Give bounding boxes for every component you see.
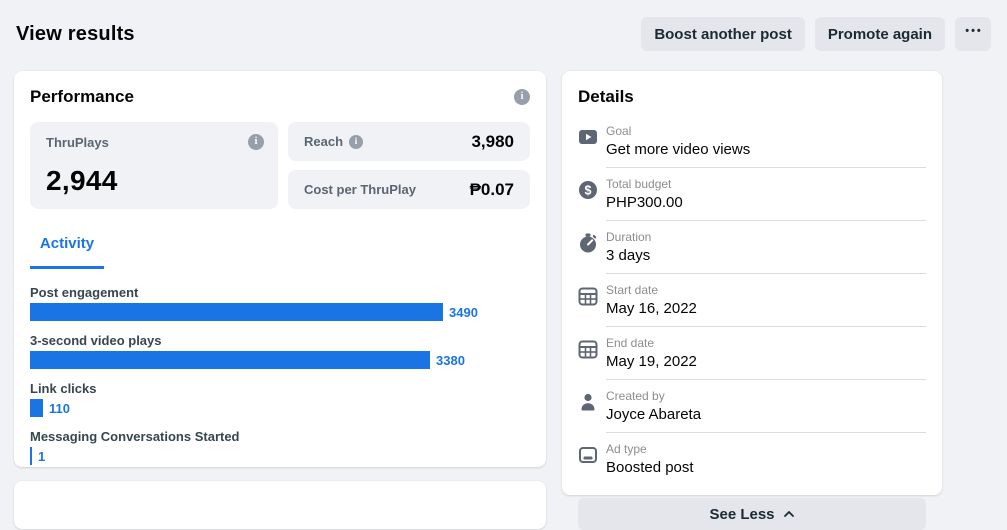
- detail-value: Boosted post: [606, 459, 694, 476]
- detail-label: Total budget: [606, 177, 672, 191]
- details-rows: Goal Get more video views Total budget P…: [578, 115, 926, 485]
- thruplays-info-icon[interactable]: i: [248, 134, 264, 150]
- cost-per-thruplay-tile: Cost per ThruPlay ₱0.07: [288, 170, 530, 209]
- activity-bar-value: 3380: [436, 352, 465, 368]
- activity-bar-value: 1: [38, 448, 46, 464]
- dollar-icon: [578, 180, 598, 200]
- detail-value: May 19, 2022: [606, 353, 697, 370]
- activity-bar-value: 3490: [449, 304, 478, 320]
- activity-bar: [30, 303, 443, 321]
- detail-row: Created by Joyce Abareta: [578, 380, 926, 433]
- activity-bar-value: 110: [49, 400, 70, 416]
- activity-bar-label: Messaging Conversations Started: [30, 429, 240, 444]
- detail-value: Get more video views: [606, 141, 751, 158]
- activity-bar: [30, 351, 430, 369]
- detail-value: Joyce Abareta: [606, 406, 702, 423]
- detail-value: 3 days: [606, 247, 651, 264]
- metric-tiles: ThruPlays i 2,944 Reach i 3,980 Cost per…: [30, 122, 530, 209]
- activity-bar: [30, 447, 32, 465]
- activity-bar-row: Messaging Conversations Started 1: [30, 429, 530, 465]
- reach-label: Reach: [304, 134, 344, 149]
- detail-value: May 16, 2022: [606, 300, 697, 317]
- more-options-button[interactable]: •••: [955, 17, 991, 51]
- reach-tile: Reach i 3,980: [288, 122, 530, 161]
- promote-again-button[interactable]: Promote again: [814, 17, 945, 51]
- detail-row: End date May 19, 2022: [578, 327, 926, 380]
- performance-info-icon[interactable]: i: [514, 89, 530, 105]
- calendar-icon: [578, 339, 598, 359]
- tab-activity[interactable]: Activity: [30, 235, 104, 269]
- activity-bar-row: 3-second video plays 3380: [30, 333, 530, 369]
- thruplays-value: 2,944: [46, 165, 118, 196]
- activity-bar: [30, 399, 43, 417]
- header-actions: Boost another post Promote again •••: [641, 17, 991, 51]
- details-title: Details: [578, 87, 634, 106]
- video-play-icon: [578, 127, 598, 147]
- thruplays-tile: ThruPlays i 2,944: [30, 122, 278, 209]
- detail-row: Duration 3 days: [578, 221, 926, 274]
- stopwatch-icon: [578, 233, 598, 253]
- page-title: View results: [16, 22, 135, 45]
- reach-info-icon[interactable]: i: [349, 134, 364, 149]
- detail-label: Goal: [606, 124, 632, 138]
- reach-value: 3,980: [471, 131, 514, 151]
- next-section-card: [14, 481, 546, 529]
- performance-card: Performance i ThruPlays i 2,944 Reach i …: [14, 71, 546, 467]
- page-header: View results Boost another post Promote …: [16, 0, 991, 68]
- detail-label: End date: [606, 336, 655, 350]
- detail-row: Goal Get more video views: [578, 115, 926, 168]
- thruplays-label: ThruPlays: [46, 134, 109, 150]
- detail-label: Created by: [606, 389, 665, 403]
- detail-value: PHP300.00: [606, 194, 683, 211]
- see-less-button[interactable]: See Less: [578, 498, 926, 530]
- detail-label: Ad type: [606, 442, 647, 456]
- activity-bar-chart: Post engagement 3490 3-second video play…: [30, 285, 530, 465]
- detail-row: Start date May 16, 2022: [578, 274, 926, 327]
- calendar-icon: [578, 286, 598, 306]
- detail-row: Ad type Boosted post: [578, 433, 926, 485]
- activity-bar-row: Link clicks 110: [30, 381, 530, 417]
- chevron-up-icon: [783, 511, 794, 517]
- activity-bar-label: Post engagement: [30, 285, 139, 300]
- boost-another-post-button[interactable]: Boost another post: [641, 17, 805, 51]
- see-less-label: See Less: [709, 505, 775, 523]
- activity-bar-row: Post engagement 3490: [30, 285, 530, 321]
- performance-tab-bar: Activity: [30, 235, 530, 269]
- cost-per-thruplay-value: ₱0.07: [469, 179, 514, 199]
- details-card: Details Goal Get more video views Total …: [562, 71, 942, 530]
- person-icon: [578, 392, 598, 412]
- activity-bar-label: Link clicks: [30, 381, 97, 396]
- activity-bar-label: 3-second video plays: [30, 333, 162, 348]
- screen-icon: [578, 445, 598, 465]
- performance-title: Performance: [30, 87, 134, 106]
- cost-per-thruplay-label: Cost per ThruPlay: [304, 182, 416, 197]
- detail-label: Duration: [606, 230, 652, 244]
- detail-row: Total budget PHP300.00: [578, 168, 926, 221]
- detail-label: Start date: [606, 283, 659, 297]
